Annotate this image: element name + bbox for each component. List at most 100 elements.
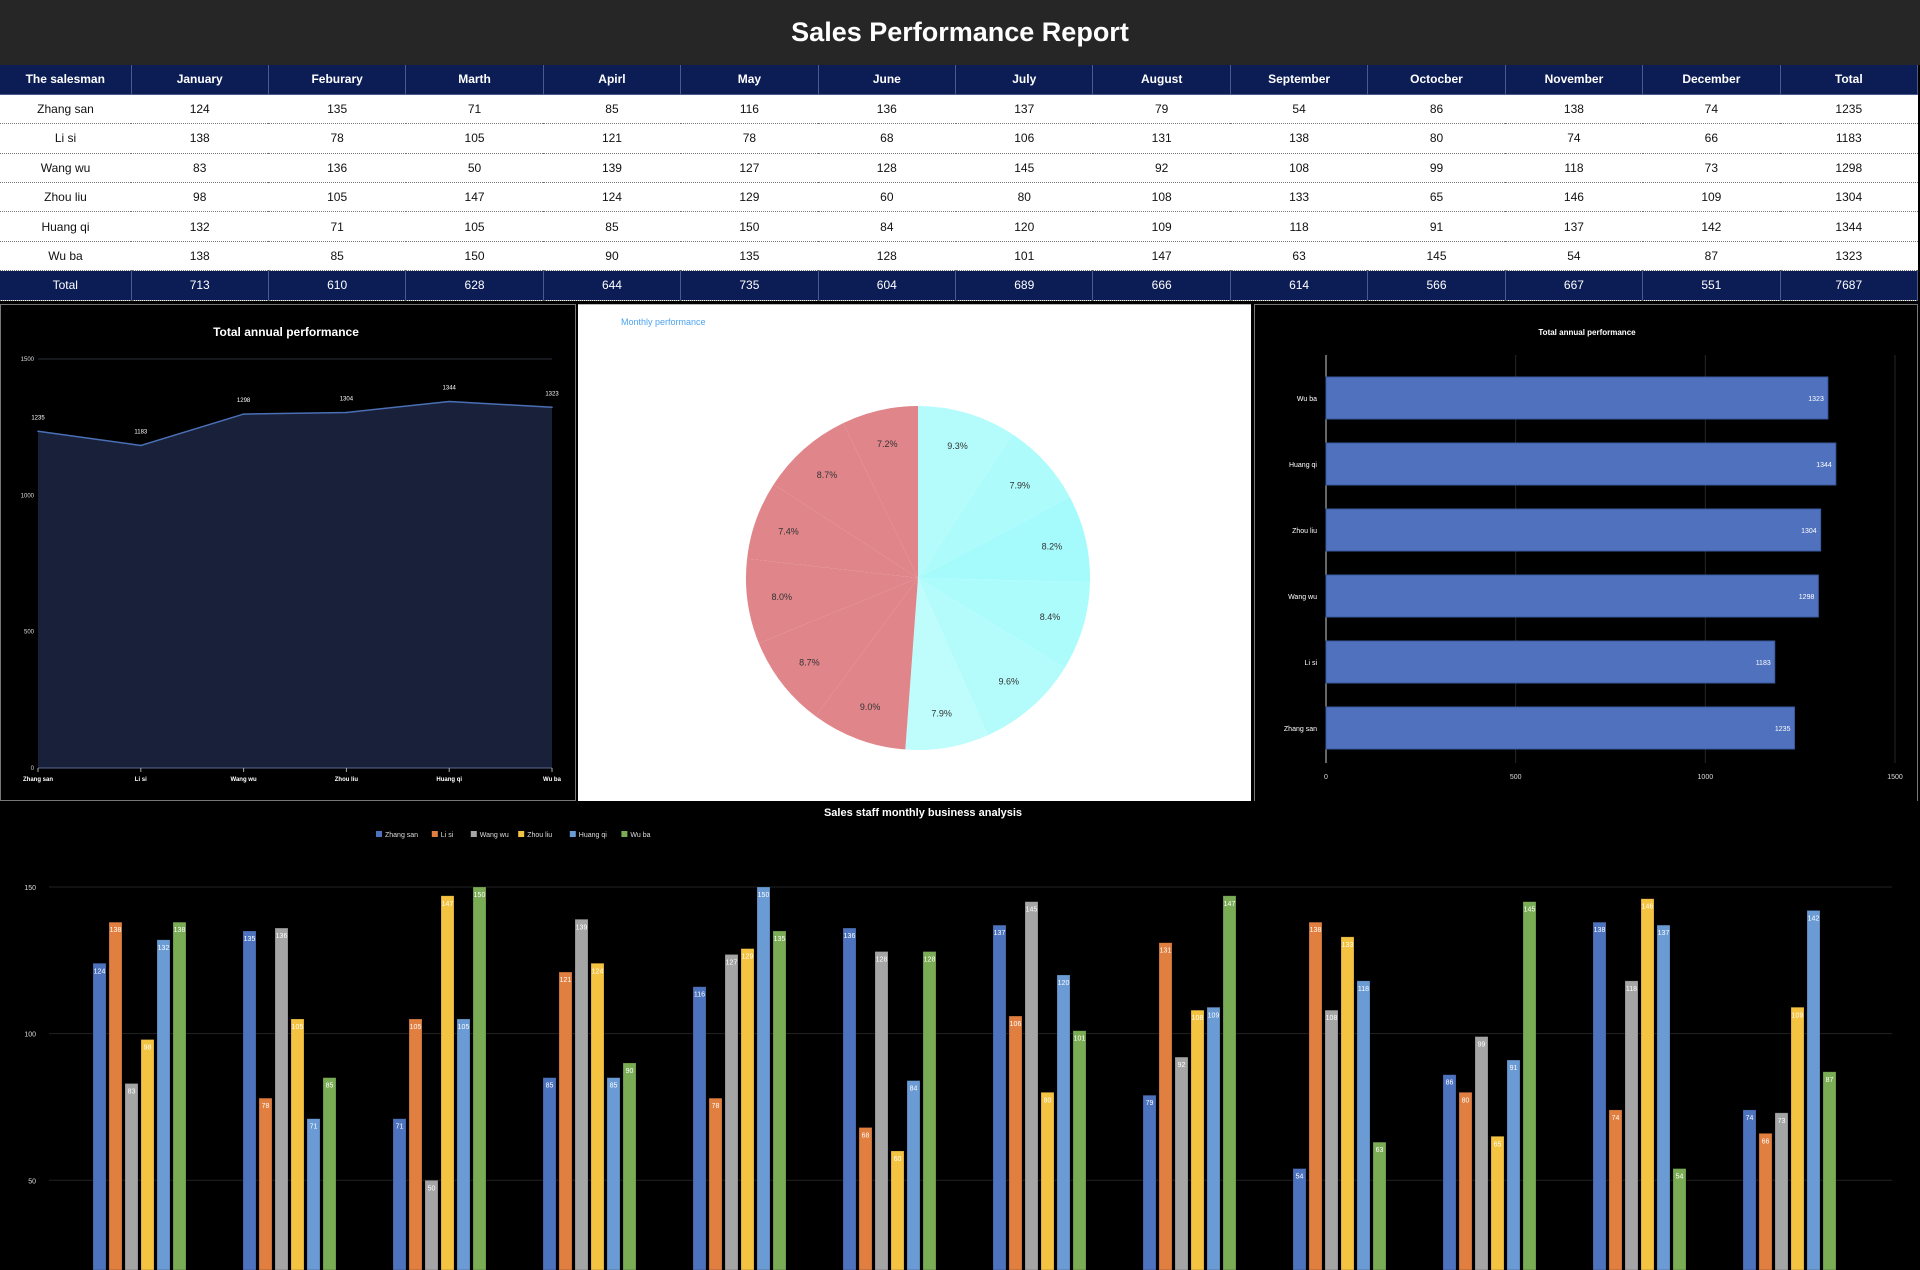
month-value: 108	[1092, 182, 1231, 213]
x-tick-label: Zhang san	[23, 777, 53, 783]
month-value: 136	[268, 153, 406, 184]
month-value: 105	[405, 211, 544, 242]
bar-value-label: 63	[1376, 1147, 1384, 1154]
month-value: 138	[1230, 123, 1368, 154]
month-value: 138	[1505, 94, 1643, 125]
column-header: July	[955, 65, 1094, 95]
y-tick-label: 1500	[21, 357, 35, 363]
bar	[558, 971, 573, 1270]
bar-value-label: 105	[410, 1024, 422, 1031]
legend-label: Zhou liu	[527, 832, 552, 839]
bar	[1325, 640, 1776, 684]
bar-value-label: 87	[1826, 1077, 1834, 1084]
bar	[1292, 1168, 1307, 1270]
bar-value-label: 54	[1296, 1174, 1304, 1181]
salesman-name: Zhou liu	[0, 182, 131, 213]
bar	[456, 1018, 471, 1270]
data-point	[551, 406, 553, 409]
data-point	[140, 444, 142, 447]
bar	[1372, 1141, 1387, 1270]
month-value: 147	[1092, 241, 1231, 272]
month-value: 78	[268, 123, 406, 154]
bar-value-label: 139	[576, 924, 588, 931]
bar	[306, 1118, 321, 1270]
column-header: Feburary	[268, 65, 407, 95]
bar	[322, 1077, 337, 1270]
month-value: 101	[955, 241, 1093, 272]
bar	[92, 962, 107, 1270]
month-total: 667	[1505, 270, 1644, 301]
month-value: 138	[131, 123, 269, 154]
bar	[290, 1018, 305, 1270]
y-tick-label: 50	[28, 1178, 36, 1185]
bar	[708, 1097, 723, 1270]
bar	[1040, 1092, 1055, 1270]
x-tick-label: Wu ba	[543, 777, 562, 783]
month-total: 666	[1092, 270, 1231, 301]
bar-value-label: 124	[592, 968, 604, 975]
month-value: 135	[680, 241, 819, 272]
bar-value-label: 74	[1612, 1115, 1620, 1122]
bar	[440, 895, 455, 1270]
month-value: 66	[1642, 123, 1781, 154]
bar	[1308, 921, 1323, 1270]
pie-slice	[918, 434, 1070, 578]
bar	[242, 930, 257, 1270]
x-tick-label: 500	[1510, 774, 1522, 781]
bar-value-label: 68	[862, 1133, 870, 1140]
bar-value-label: 85	[546, 1083, 554, 1090]
month-value: 106	[955, 123, 1093, 154]
bar-value-label: 73	[1778, 1118, 1786, 1125]
bar	[1672, 1168, 1687, 1270]
bar	[1190, 1009, 1205, 1270]
bar-value-label: 138	[174, 927, 186, 934]
slice-label: 8.4%	[1040, 612, 1061, 622]
month-value: 118	[1230, 211, 1368, 242]
month-total: 610	[268, 270, 407, 301]
data-point	[345, 411, 348, 414]
bar	[1356, 980, 1371, 1270]
chart-title: Sales staff monthly business analysis	[824, 807, 1022, 819]
month-total: 614	[1230, 270, 1369, 301]
bar-value-label: 101	[1074, 1036, 1086, 1043]
bar-value-label: 106	[1010, 1021, 1022, 1028]
column-header: Total	[1780, 65, 1919, 95]
bar	[1624, 980, 1639, 1270]
area-fill	[38, 401, 552, 768]
row-total: 1298	[1780, 153, 1918, 184]
data-label: 1183	[134, 429, 148, 435]
bar	[1325, 376, 1829, 420]
bar	[1458, 1092, 1473, 1270]
bar	[172, 921, 187, 1270]
month-value: 142	[1642, 211, 1781, 242]
bar-value-label: 120	[1058, 980, 1070, 987]
data-label: 1323	[545, 391, 559, 397]
data-label: 1344	[443, 386, 457, 392]
month-value: 108	[1230, 153, 1368, 184]
month-value: 85	[543, 94, 681, 125]
bar-value-label: 71	[310, 1124, 318, 1131]
slice-label: 7.2%	[877, 439, 898, 449]
slice-label: 7.4%	[778, 527, 799, 537]
bar	[1206, 1006, 1221, 1270]
column-header: Octocber	[1367, 65, 1506, 95]
bar	[1640, 898, 1655, 1270]
bar	[1158, 942, 1173, 1270]
bar-value-label: 135	[774, 936, 786, 943]
total-annual-bar-chart: Total annual performance 0 500 1000 1500 1323…	[1254, 304, 1918, 806]
bar	[574, 918, 589, 1270]
month-value: 135	[268, 94, 406, 125]
sales-table: The salesman January Feburary Marth Apirl May…	[0, 65, 1919, 301]
bar-value-label: 138	[110, 927, 122, 934]
bar-value-label: 84	[910, 1086, 918, 1093]
month-value: 79	[1092, 94, 1231, 125]
bar-value-label: 138	[1594, 927, 1606, 934]
legend-swatch	[376, 831, 382, 837]
data-point	[448, 400, 451, 403]
y-category-label: Zhou liu	[1292, 528, 1317, 535]
row-total: 1344	[1780, 211, 1918, 242]
month-value: 74	[1642, 94, 1781, 125]
bar-value-label: 124	[94, 968, 106, 975]
bar	[472, 886, 487, 1270]
month-value: 78	[680, 123, 819, 154]
